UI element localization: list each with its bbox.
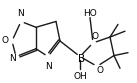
Text: HO: HO xyxy=(83,9,97,18)
Text: N: N xyxy=(18,9,24,18)
Text: N: N xyxy=(45,62,51,71)
Text: B: B xyxy=(79,54,86,63)
Text: N: N xyxy=(9,54,15,63)
Text: O: O xyxy=(2,36,8,45)
Text: OH: OH xyxy=(73,72,87,81)
Text: O: O xyxy=(92,32,99,41)
Text: O: O xyxy=(96,66,103,75)
